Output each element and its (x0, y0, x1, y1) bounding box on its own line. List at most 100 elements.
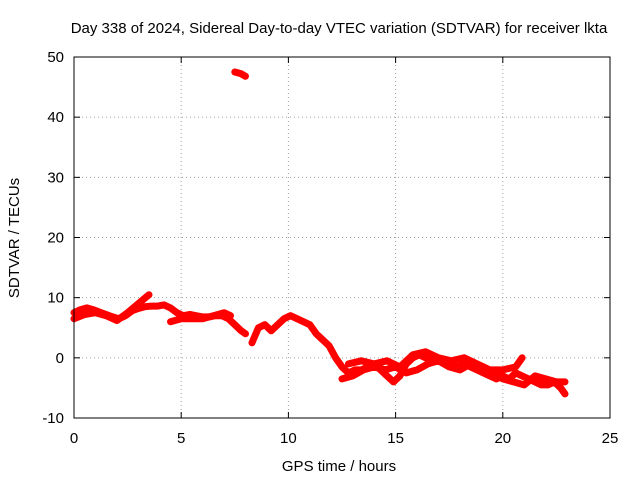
y-tick-label: 20 (47, 230, 64, 247)
data-point (422, 348, 429, 355)
data-point (510, 378, 517, 385)
x-tick-label: 20 (494, 430, 511, 447)
data-point (81, 311, 88, 318)
data-point (422, 354, 429, 361)
data-point (135, 300, 142, 307)
data-point (173, 309, 180, 316)
data-point (281, 315, 288, 322)
data-point (268, 327, 275, 334)
series-track-f (344, 348, 526, 374)
data-point (248, 339, 255, 346)
y-tick-label: 0 (56, 350, 64, 367)
data-point (113, 317, 120, 324)
chart-title: Day 338 of 2024, Sidereal Day-to-day VTE… (71, 20, 608, 37)
data-point (255, 324, 262, 331)
data-point (424, 360, 431, 367)
data-point (154, 303, 161, 310)
data-point (499, 375, 506, 382)
y-axis-label: SDTVAR / TECUs (6, 178, 23, 298)
x-tick-label: 10 (280, 430, 297, 447)
data-point (557, 384, 564, 391)
data-point (124, 309, 131, 316)
data-point (358, 357, 365, 364)
data-point (77, 306, 84, 313)
data-point (199, 315, 206, 322)
data-point (238, 70, 245, 77)
data-point (319, 336, 326, 343)
x-tick-label: 15 (387, 430, 404, 447)
y-tick-label: -10 (42, 410, 64, 427)
data-point (512, 363, 519, 370)
x-tick-label: 0 (70, 430, 78, 447)
data-point (83, 304, 90, 311)
data-point (384, 357, 391, 364)
series-track-c (167, 309, 234, 326)
data-point (210, 312, 217, 319)
data-point (313, 330, 320, 337)
data-point (103, 312, 110, 319)
data-point (561, 378, 568, 385)
data-point (360, 366, 367, 373)
data-point (542, 375, 549, 382)
data-point (531, 372, 538, 379)
data-point (92, 309, 99, 316)
data-point (339, 363, 345, 370)
data-point (371, 360, 378, 367)
data-point (326, 342, 333, 349)
data-point (261, 321, 268, 328)
data-point (396, 372, 403, 379)
grid-lines (74, 57, 610, 418)
data-point (332, 354, 339, 361)
data-point (345, 360, 352, 367)
data-point (381, 366, 388, 373)
data-point (242, 73, 249, 80)
data-point (538, 381, 545, 388)
data-point (409, 351, 416, 358)
data-point (456, 366, 463, 373)
series-track-g (231, 68, 249, 80)
data-point (396, 363, 403, 370)
data-point (221, 309, 228, 316)
data-point (274, 321, 281, 328)
data-point (287, 312, 294, 319)
data-point (231, 321, 238, 328)
data-point (486, 366, 493, 373)
y-tick-label: 10 (47, 290, 64, 307)
data-point (167, 304, 174, 311)
data-point (293, 315, 300, 322)
data-point (553, 378, 560, 385)
data-point (242, 330, 249, 337)
data-point (349, 372, 356, 379)
data-point (188, 315, 195, 322)
y-tick-label: 30 (47, 169, 64, 186)
data-point (435, 354, 442, 361)
data-point (146, 291, 153, 298)
data-point (499, 366, 506, 373)
data-point (339, 375, 345, 382)
axis-ticks: 0 5 10 15 20 25 -10 0 10 20 30 40 50 (42, 49, 618, 447)
data-point (300, 318, 307, 325)
data-point (390, 378, 397, 385)
data-point (231, 69, 238, 76)
y-tick-label: 50 (47, 49, 64, 66)
data-point (178, 315, 185, 322)
data-point (384, 372, 391, 379)
data-point (474, 360, 481, 367)
data-point (161, 301, 168, 308)
data-point (167, 318, 174, 325)
data-point (519, 372, 526, 379)
data-point (448, 357, 455, 364)
data-point (521, 381, 528, 388)
data-point (414, 366, 421, 373)
y-tick-label: 40 (47, 109, 64, 126)
data-point (238, 327, 245, 334)
data-point (561, 390, 568, 397)
x-tick-label: 25 (602, 430, 619, 447)
data-point (227, 312, 234, 319)
data-point (403, 369, 410, 376)
data-point (461, 354, 468, 361)
x-tick-label: 5 (177, 430, 185, 447)
data-point (148, 303, 155, 310)
